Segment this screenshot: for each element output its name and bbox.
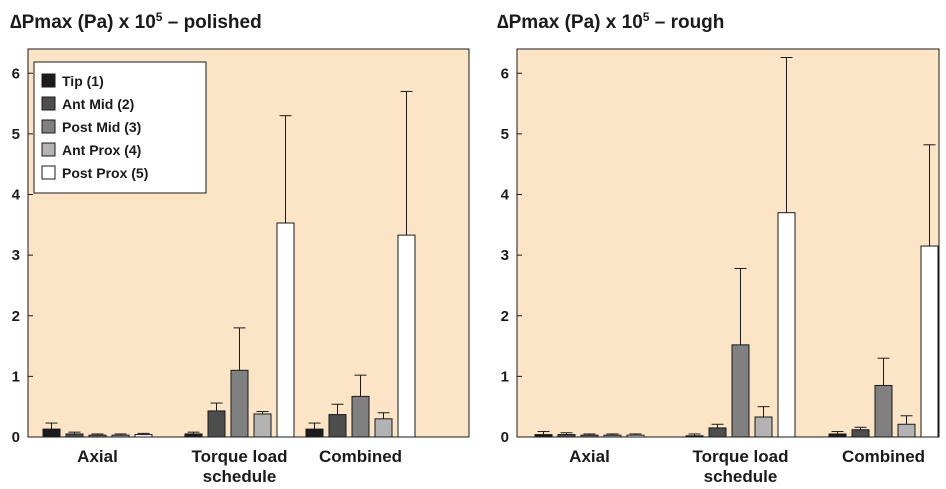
chart-title: ∆Pmax (Pa) x 105 – polished <box>10 10 262 33</box>
bar <box>851 429 870 438</box>
legend-swatch <box>41 96 56 111</box>
y-tick-label: 3 <box>12 247 20 264</box>
y-tick-label: 2 <box>501 308 509 325</box>
legend: Tip (1) Ant Mid (2) Post Mid (3) Ant Prox (… <box>33 61 207 194</box>
legend-label: Ant Prox (4) <box>62 142 141 158</box>
plot-frame <box>516 48 940 438</box>
plot-area <box>517 49 939 437</box>
y-tick-label: 5 <box>12 126 20 143</box>
bar <box>305 428 324 438</box>
legend-label: Post Mid (3) <box>62 119 141 135</box>
category-label: Combined <box>319 447 402 466</box>
bar <box>207 410 226 438</box>
category-label: Axial <box>569 447 610 466</box>
chart-title-suffix: – rough <box>649 12 724 33</box>
chart-title-superscript: 5 <box>643 10 650 24</box>
bar <box>920 245 939 438</box>
chart-title: ∆Pmax (Pa) x 105 – rough <box>497 10 724 33</box>
bar <box>42 428 61 438</box>
category-label: Axial <box>77 447 118 466</box>
legend-label: Ant Mid (2) <box>62 96 134 112</box>
category-label: Torque load <box>191 447 287 466</box>
bar <box>874 384 893 438</box>
y-tick-label: 4 <box>12 187 21 204</box>
legend-swatch <box>41 142 56 157</box>
y-tick-label: 6 <box>12 65 20 82</box>
category-label: schedule <box>704 467 778 486</box>
y-tick-label: 5 <box>501 126 509 143</box>
chart-title-prefix: ∆Pmax (Pa) x 10 <box>497 12 643 33</box>
bar <box>708 427 727 438</box>
legend-label: Post Prox (5) <box>62 165 148 181</box>
chart-title-superscript: 5 <box>156 10 163 24</box>
y-tick-label: 1 <box>12 368 20 385</box>
bar <box>374 418 393 438</box>
bar <box>777 212 796 438</box>
bar <box>230 369 249 438</box>
legend-swatch <box>41 73 56 88</box>
category-label: Combined <box>842 447 925 466</box>
bar <box>276 222 295 438</box>
category-label: schedule <box>203 467 277 486</box>
y-tick-label: 0 <box>12 429 20 446</box>
y-tick-label: 6 <box>501 65 509 82</box>
bar <box>397 234 416 438</box>
plot-frame <box>27 48 470 438</box>
bar <box>328 414 347 438</box>
bar <box>731 344 750 438</box>
legend-box <box>33 61 207 194</box>
category-label: Torque load <box>692 447 788 466</box>
y-tick-label: 1 <box>501 368 509 385</box>
y-tick-label: 2 <box>12 308 20 325</box>
chart-title-prefix: ∆Pmax (Pa) x 10 <box>10 12 156 33</box>
legend-swatch <box>41 165 56 180</box>
bar <box>897 423 916 438</box>
y-tick-label: 0 <box>501 429 509 446</box>
bar <box>754 416 773 438</box>
bar <box>351 395 370 438</box>
y-tick-label: 4 <box>501 187 510 204</box>
y-tick-label: 3 <box>501 247 509 264</box>
legend-label: Tip (1) <box>62 73 104 89</box>
chart-title-suffix: – polished <box>162 12 261 33</box>
bar <box>253 413 272 438</box>
legend-swatch <box>41 119 56 134</box>
